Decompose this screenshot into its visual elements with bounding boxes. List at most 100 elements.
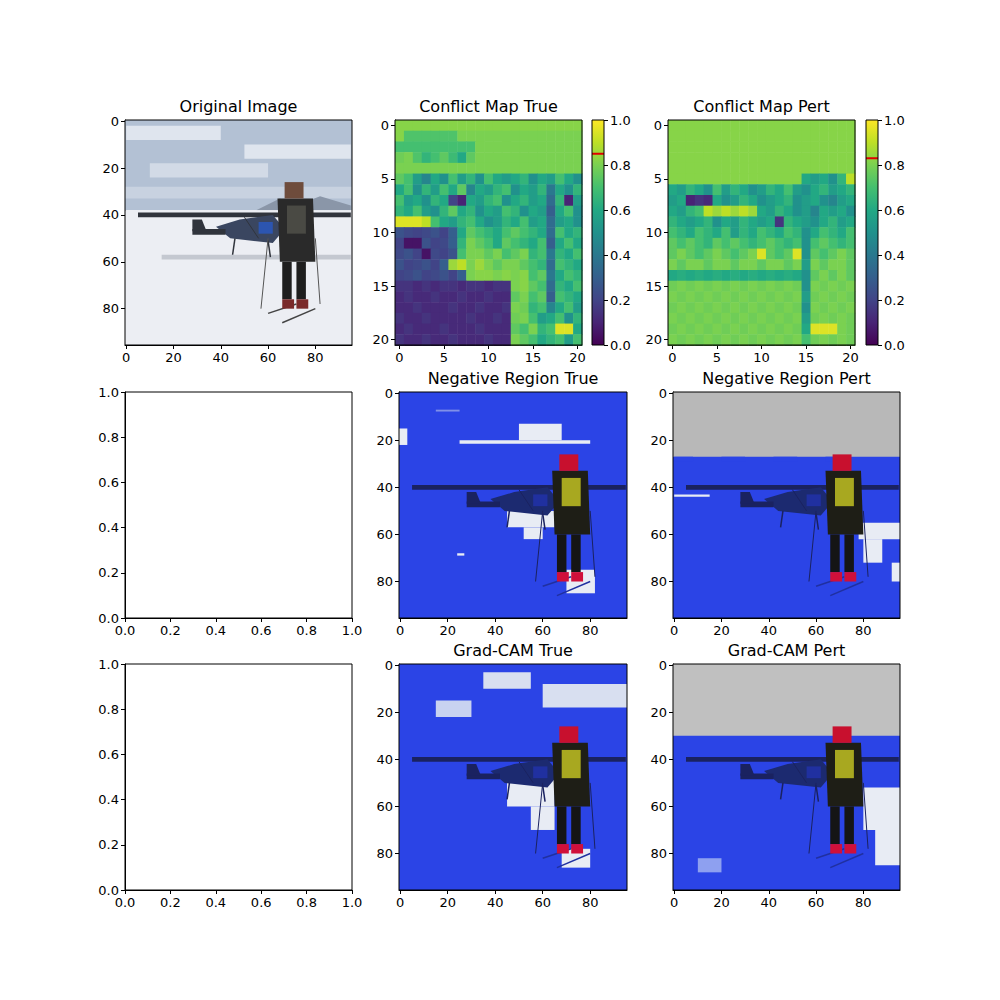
svg-text:15: 15 [525,350,542,365]
svg-text:0.6: 0.6 [98,475,119,490]
svg-text:80: 80 [650,574,667,589]
svg-text:0.8: 0.8 [296,895,317,910]
svg-text:1.0: 1.0 [98,385,119,400]
svg-text:0.8: 0.8 [610,158,631,173]
svg-text:0.2: 0.2 [160,895,181,910]
svg-text:60: 60 [260,350,277,365]
svg-text:0.8: 0.8 [98,430,119,445]
svg-text:80: 80 [102,301,119,316]
svg-text:0.4: 0.4 [205,895,226,910]
svg-text:0: 0 [659,386,667,401]
svg-text:0.4: 0.4 [610,248,631,263]
svg-text:0.2: 0.2 [98,837,119,852]
svg-text:80: 80 [650,846,667,861]
svg-text:15: 15 [645,279,662,294]
svg-text:0.6: 0.6 [251,895,272,910]
svg-text:20: 20 [713,895,730,910]
svg-text:0: 0 [381,118,389,133]
svg-text:0.4: 0.4 [884,248,905,263]
svg-text:0.8: 0.8 [98,702,119,717]
svg-text:40: 40 [650,480,667,495]
svg-text:0: 0 [396,895,404,910]
svg-text:60: 60 [534,623,551,638]
svg-text:40: 40 [760,895,777,910]
svg-text:20: 20 [650,705,667,720]
svg-text:40: 40 [650,752,667,767]
svg-text:80: 80 [376,846,393,861]
svg-text:Conflict Map Pert: Conflict Map Pert [693,97,829,116]
svg-text:5: 5 [654,171,662,186]
svg-text:5: 5 [381,171,389,186]
svg-text:40: 40 [760,623,777,638]
svg-text:1.0: 1.0 [884,113,905,128]
svg-text:1.0: 1.0 [342,623,363,638]
svg-text:20: 20 [569,350,586,365]
svg-text:20: 20 [376,433,393,448]
svg-text:80: 80 [582,895,599,910]
svg-text:60: 60 [102,254,119,269]
svg-text:60: 60 [808,623,825,638]
svg-text:0.2: 0.2 [160,623,181,638]
svg-text:80: 80 [855,623,872,638]
svg-text:0: 0 [668,350,676,365]
svg-text:0: 0 [654,118,662,133]
svg-text:20: 20 [372,332,389,347]
svg-text:5: 5 [440,350,448,365]
svg-text:40: 40 [487,895,504,910]
svg-text:0.6: 0.6 [98,747,119,762]
svg-text:0: 0 [385,658,393,673]
svg-text:0.0: 0.0 [115,623,136,638]
svg-text:0.0: 0.0 [115,895,136,910]
svg-text:20: 20 [439,623,456,638]
svg-text:80: 80 [855,895,872,910]
svg-text:60: 60 [534,895,551,910]
svg-text:0.4: 0.4 [98,792,119,807]
svg-text:10: 10 [372,225,389,240]
svg-text:40: 40 [376,752,393,767]
svg-text:Negative Region True: Negative Region True [428,369,599,388]
svg-text:Original Image: Original Image [180,97,298,116]
svg-text:Grad-CAM True: Grad-CAM True [453,641,573,660]
svg-text:0: 0 [396,623,404,638]
svg-text:20: 20 [439,895,456,910]
svg-text:0.6: 0.6 [251,623,272,638]
svg-text:60: 60 [650,799,667,814]
svg-text:0: 0 [659,658,667,673]
svg-text:0.0: 0.0 [884,338,905,353]
svg-text:0.4: 0.4 [98,520,119,535]
svg-text:60: 60 [376,799,393,814]
svg-text:0: 0 [670,623,678,638]
svg-text:80: 80 [582,623,599,638]
svg-text:10: 10 [645,225,662,240]
svg-text:0.8: 0.8 [884,158,905,173]
svg-text:20: 20 [713,623,730,638]
svg-text:1.0: 1.0 [610,113,631,128]
svg-text:0: 0 [111,114,119,129]
svg-text:0.4: 0.4 [205,623,226,638]
svg-text:0.2: 0.2 [884,293,905,308]
svg-text:1.0: 1.0 [98,657,119,672]
svg-text:60: 60 [650,527,667,542]
svg-text:Conflict Map True: Conflict Map True [419,97,558,116]
svg-text:0: 0 [670,895,678,910]
svg-text:0.0: 0.0 [610,338,631,353]
svg-text:0: 0 [122,350,130,365]
svg-text:0: 0 [395,350,403,365]
svg-text:0.2: 0.2 [610,293,631,308]
svg-text:0.6: 0.6 [884,203,905,218]
svg-text:20: 20 [376,705,393,720]
svg-text:20: 20 [165,350,182,365]
svg-text:40: 40 [376,480,393,495]
svg-text:5: 5 [713,350,721,365]
svg-text:0.6: 0.6 [610,203,631,218]
svg-text:20: 20 [102,161,119,176]
svg-text:60: 60 [808,895,825,910]
svg-text:40: 40 [212,350,229,365]
svg-text:20: 20 [842,350,859,365]
svg-text:0.8: 0.8 [296,623,317,638]
svg-text:40: 40 [487,623,504,638]
svg-text:40: 40 [102,207,119,222]
svg-text:10: 10 [753,350,770,365]
svg-text:0.2: 0.2 [98,565,119,580]
svg-text:15: 15 [372,279,389,294]
